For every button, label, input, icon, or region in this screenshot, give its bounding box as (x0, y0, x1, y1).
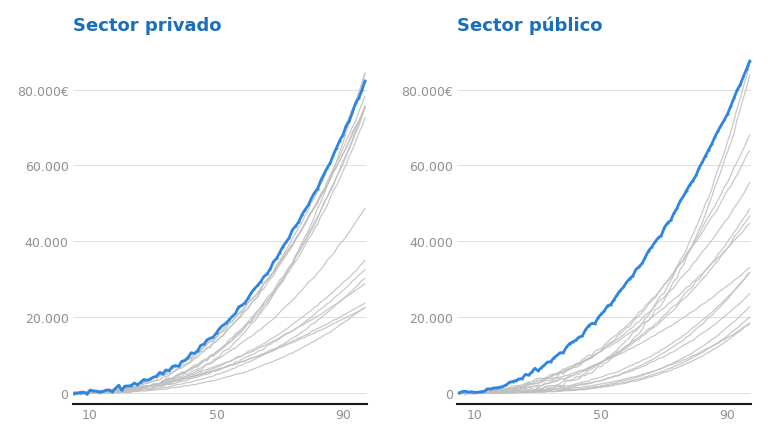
Text: Sector público: Sector público (458, 17, 603, 35)
Text: Sector privado: Sector privado (73, 17, 221, 35)
